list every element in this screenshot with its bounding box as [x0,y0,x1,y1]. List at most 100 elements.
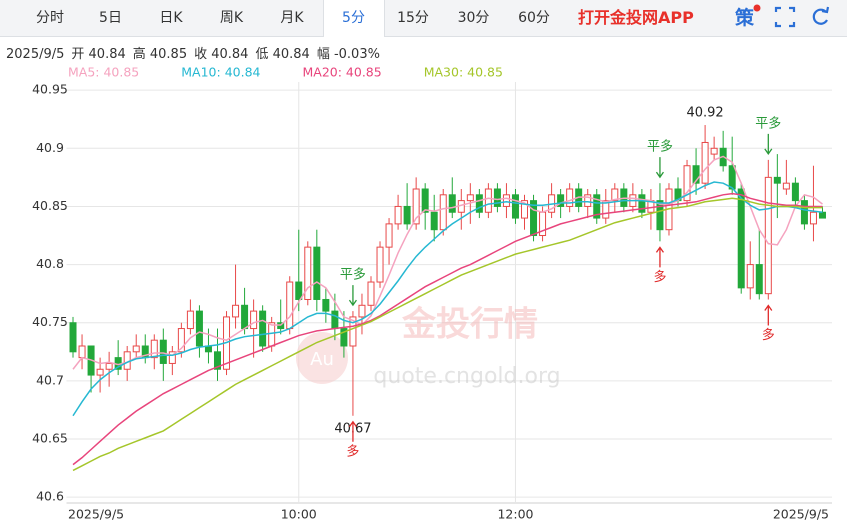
candle-body [412,188,420,225]
candle-body [150,339,158,359]
signal-arrow [764,133,773,156]
tab[interactable]: 5日 [99,10,122,26]
candle-body [195,310,203,347]
candle-body [475,194,483,213]
candle-body [268,322,276,347]
candle-body [159,339,167,364]
candle-body [566,188,574,207]
legend-entry: MA20: 40.85 [302,65,381,80]
watermark-url: quote.cngold.org [373,364,560,389]
watermark-logo [296,332,348,384]
signal-label: 多 [653,269,666,285]
candle-body [800,200,808,225]
signal-label: 多 [346,443,359,459]
candle-body [177,328,185,353]
candle-body [69,322,77,353]
candle-body [295,281,303,300]
signal-arrow [655,246,664,268]
y-tick-label: 40.75 [32,314,68,329]
x-tick-label: 2025/9/5 [773,507,829,522]
candle-body [448,194,456,213]
y-tick-label: 40.85 [32,198,68,213]
watermark-logo-text: Au [310,349,334,370]
quote-line: 2025/9/5 开 40.84 高 40.85 收 40.84 低 40.84 幅 -0… [6,43,387,62]
ma-line [72,197,823,472]
signal-arrow [348,285,357,307]
candle-body [530,200,538,237]
x-tick-label: 2025/9/5 [68,507,124,522]
watermark: Au 金投行情 quote.cngold.org [296,305,561,389]
candle-body [385,223,393,248]
candle-body [493,188,501,207]
candle-body [728,165,736,190]
tab[interactable]: 日K [159,10,183,26]
x-tick-label: 12:00 [497,507,533,522]
candle-body [638,194,646,213]
quote-item: 低 40.84 [255,47,310,62]
candle-body [430,211,438,231]
candle-body [502,194,510,207]
tab[interactable]: 15分 [397,10,429,26]
tab[interactable]: 月K [280,10,304,26]
candle-body [78,345,86,359]
candle-body [439,194,447,231]
y-tick-label: 40.65 [32,431,68,446]
candle-body [358,304,366,318]
candle-body [259,310,267,347]
candle-body [466,194,474,202]
tab[interactable]: 周K [219,10,244,26]
candle-body [773,176,781,184]
candle-body [313,246,321,300]
candle-body [421,188,429,213]
candle-body [521,200,529,219]
candle-body [304,246,312,300]
candle-body [340,328,348,347]
tab[interactable]: 分时 [36,10,64,26]
candle-body [764,176,772,295]
candle-body [96,368,104,376]
quote-item: 收 40.84 [194,47,249,62]
app-link[interactable]: 打开金投网APP [578,8,694,27]
candle-body [818,211,826,219]
refresh-icon[interactable] [812,6,830,25]
ma-line [72,181,823,417]
y-tick-label: 40.8 [36,256,64,271]
quote-item: 2025/9/5 [6,47,65,62]
candle-body [755,264,763,295]
candle-body [701,141,709,184]
candle-body [322,298,330,312]
candle-body [232,304,240,318]
candle-body [656,200,664,231]
candle-body [584,194,592,207]
fullscreen-icon[interactable] [774,6,796,28]
candle-body [593,194,601,219]
candle-body [168,351,176,364]
candle-body [484,188,492,213]
signal-label: 多 [762,327,775,343]
watermark-title: 金投行情 [401,305,538,345]
candle-body [349,316,357,347]
signal-label: 平多 [340,267,366,283]
candle-body [331,310,339,330]
candle-body [511,194,519,219]
tab[interactable]: 30分 [457,10,490,26]
quote-item: 高 40.85 [132,47,188,62]
candle-body [746,264,754,289]
candle-body [105,362,113,370]
signal-arrow [655,157,664,179]
y-tick-label: 40.6 [36,489,64,504]
tab[interactable]: 5分 [322,0,385,37]
candle-body [611,188,619,202]
candle-body [250,310,258,330]
y-tick-label: 40.9 [36,140,64,155]
signal-arrow [348,420,357,442]
tab[interactable]: 60分 [518,10,550,26]
strategy-button[interactable]: 策 [735,7,755,29]
candle-body [557,194,565,207]
signal-arrow [764,304,773,326]
toolbar-icons [753,4,830,28]
candle-body [394,205,402,225]
y-tick-label: 40.95 [32,82,68,97]
candle-body [186,310,194,330]
